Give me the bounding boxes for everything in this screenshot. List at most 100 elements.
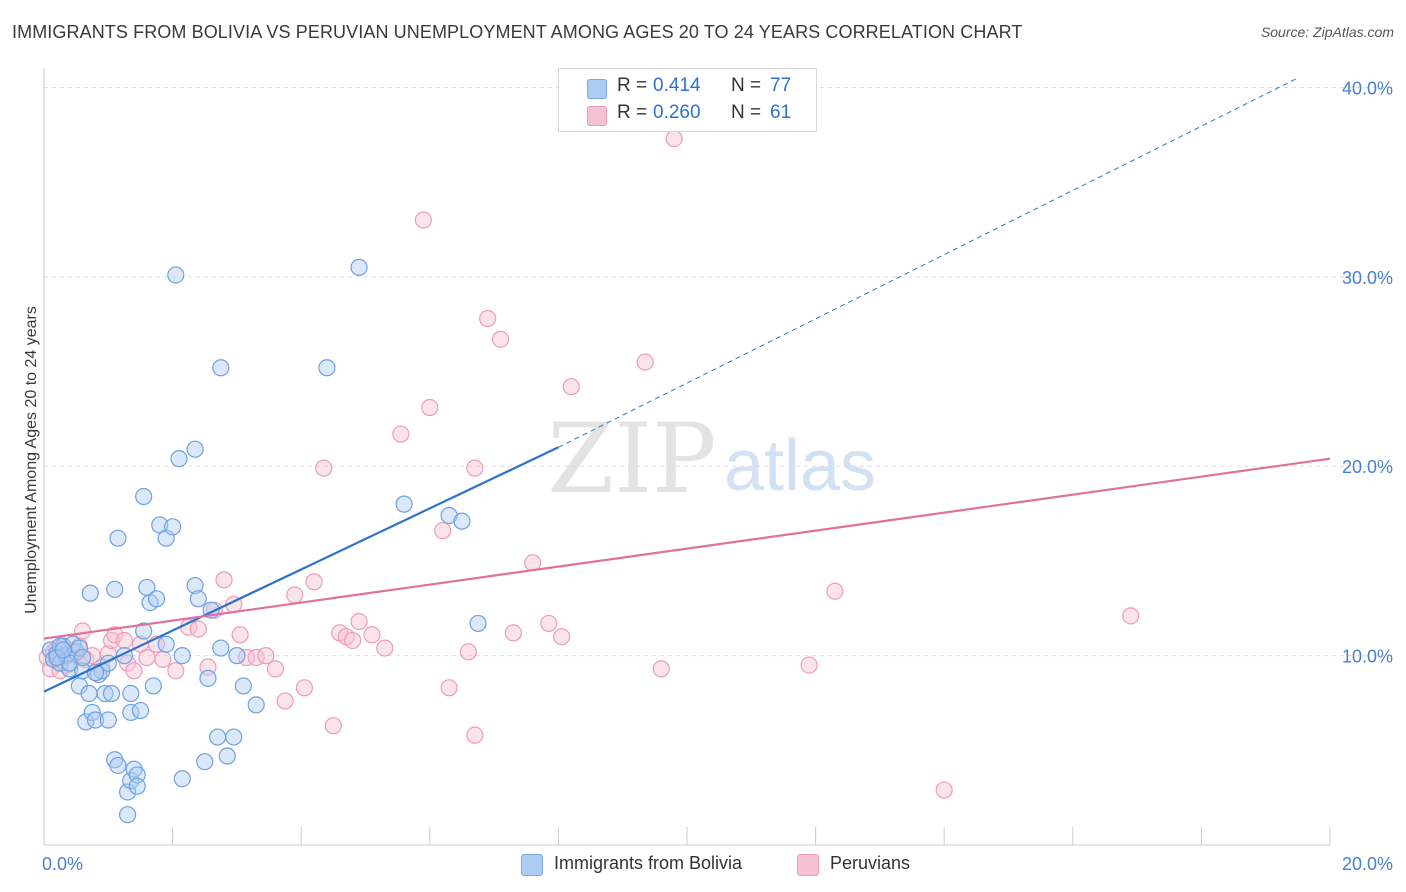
- bolivia-point: [209, 728, 227, 746]
- y-tick-label: 10.0%: [1342, 647, 1393, 667]
- legend-r-label: R =: [617, 75, 648, 96]
- peruvian-point: [376, 639, 394, 657]
- bolivia-point: [199, 669, 217, 687]
- legend-swatch-bolivia: [587, 79, 607, 99]
- peruvian-point: [315, 459, 333, 477]
- bolivia-point: [469, 614, 487, 633]
- peruvian-point: [324, 717, 342, 735]
- bolivia-point: [122, 684, 140, 703]
- legend-n-label: N =: [731, 102, 762, 123]
- peruvian-point: [652, 660, 670, 678]
- peruvian-point: [479, 309, 497, 328]
- bolivia-point: [131, 701, 150, 720]
- peruvian-point: [504, 624, 522, 642]
- legend-r-value: 0.260: [653, 102, 701, 123]
- bolivia-point: [54, 641, 72, 659]
- x-tick-label: 0.0%: [42, 854, 83, 874]
- bottom-legend-label-bolivia: Immigrants from Bolivia: [554, 853, 743, 873]
- bolivia-point: [170, 450, 188, 468]
- bolivia-point: [164, 518, 182, 536]
- peruvian-point: [231, 626, 249, 644]
- bolivia-point: [81, 584, 99, 602]
- bolivia-point: [144, 677, 162, 695]
- bolivia-point: [99, 711, 117, 729]
- bolivia-point: [212, 639, 230, 657]
- peruvian-point: [440, 679, 458, 697]
- bolivia-point: [173, 770, 191, 788]
- bolivia-point: [118, 783, 137, 801]
- bolivia-point: [109, 529, 127, 547]
- peruvian-point: [466, 726, 484, 744]
- bolivia-point: [453, 512, 471, 530]
- peruvian-point: [800, 656, 818, 674]
- watermark: ZIP atlas: [547, 403, 876, 515]
- peruvian-point: [138, 648, 156, 667]
- peruvian-point: [491, 330, 510, 348]
- peruvian-point: [421, 398, 439, 417]
- peruvian-point: [115, 631, 133, 650]
- bottom-legend-swatch-bolivia: [521, 854, 543, 876]
- bolivia-point: [318, 359, 336, 377]
- y-tick-label: 20.0%: [1342, 457, 1393, 477]
- bolivia-point: [212, 359, 230, 377]
- peruvian-point: [466, 459, 484, 477]
- peruvian-point: [305, 573, 323, 591]
- bolivia-point: [395, 495, 413, 513]
- bolivia-point: [167, 266, 185, 284]
- bolivia-point: [128, 777, 146, 795]
- peruvian-point: [167, 662, 185, 680]
- peruvian-point: [540, 614, 558, 633]
- bolivia-point: [247, 696, 265, 714]
- peruvian-point: [154, 650, 172, 669]
- bolivia-point: [147, 590, 166, 608]
- bolivia-point: [225, 728, 243, 746]
- peruvian-point: [257, 647, 275, 665]
- bolivia-point: [86, 711, 105, 729]
- bolivia-point: [118, 806, 137, 824]
- peruvian-point: [414, 211, 432, 229]
- peruvian-point: [826, 582, 844, 600]
- bolivia-point: [73, 648, 92, 667]
- bolivia-point: [173, 647, 191, 665]
- bolivia-point: [196, 753, 214, 771]
- bolivia-point: [234, 677, 252, 695]
- watermark-zip: ZIP: [547, 403, 716, 515]
- peruvian-point: [125, 662, 143, 680]
- legend-n-label: N =: [731, 75, 762, 96]
- peruvian-point: [665, 130, 683, 148]
- peruvian-point: [553, 628, 571, 646]
- peruvian-trend-line: [43, 457, 1331, 640]
- bolivia-point: [96, 684, 114, 703]
- legend-swatch-peruvians: [587, 106, 607, 126]
- bolivia-point: [189, 590, 207, 608]
- peruvian-point: [350, 612, 368, 631]
- y-tick-label: 40.0%: [1342, 78, 1393, 98]
- peruvian-point: [1122, 607, 1140, 625]
- legend-n-value: 61: [770, 102, 792, 123]
- bolivia-point: [228, 647, 246, 665]
- peruvian-point: [73, 622, 92, 640]
- peruvian-point: [106, 626, 124, 644]
- y-tick-label: 30.0%: [1342, 268, 1393, 288]
- y-axis-label: Unemployment Among Ages 20 to 24 years: [23, 306, 40, 614]
- peruvian-point: [215, 571, 233, 589]
- bolivia-point: [186, 576, 204, 595]
- peruvian-point: [434, 522, 452, 540]
- peruvian-point: [562, 378, 580, 396]
- peruvian-point: [363, 626, 381, 644]
- bolivia-point: [80, 684, 98, 703]
- bottom-legend-label-peruvians: Peruvians: [830, 853, 911, 873]
- bottom-legend-swatch-peruvians: [797, 854, 819, 876]
- bolivia-point: [61, 660, 79, 678]
- tick-labels: 10.0% 20.0% 30.0% 40.0% 0.0% 20.0%: [42, 78, 1393, 874]
- peruvian-point: [935, 781, 953, 799]
- legend-r-value: 0.414: [653, 75, 701, 96]
- peruvian-point: [295, 679, 314, 697]
- bolivia-point: [102, 684, 121, 703]
- peruvian-point: [392, 425, 410, 443]
- source-label: Source: ZipAtlas.com: [1260, 24, 1394, 40]
- series-immigrants-from-bolivia: [41, 258, 487, 824]
- bolivia-point: [157, 635, 175, 653]
- trend-lines: [43, 77, 1331, 693]
